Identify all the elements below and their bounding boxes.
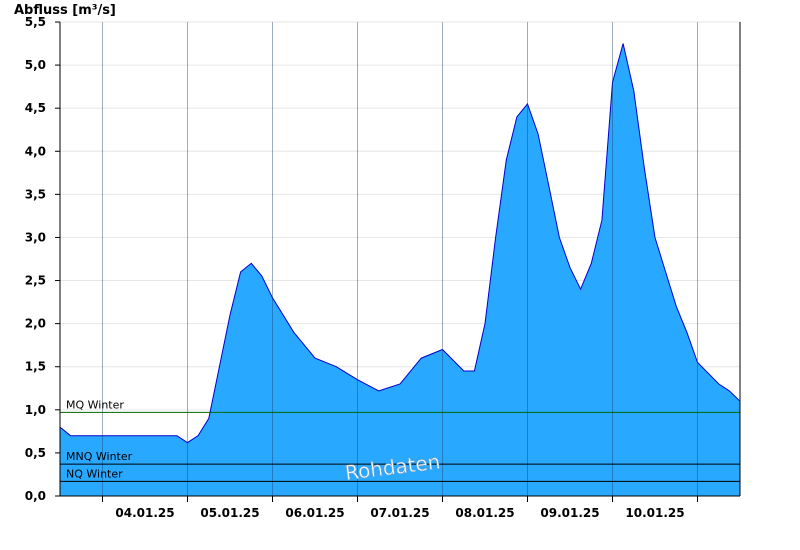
x-tick-label: 04.01.25	[115, 506, 174, 520]
y-tick-label: 5,0	[25, 58, 46, 72]
x-tick-label: 09.01.25	[540, 506, 599, 520]
x-tick-label: 06.01.25	[285, 506, 344, 520]
y-tick-label: 0,0	[25, 489, 46, 503]
reference-line-label: MQ Winter	[66, 398, 124, 411]
y-tick-label: 4,0	[25, 144, 46, 158]
x-tick-label: 05.01.25	[200, 506, 259, 520]
y-tick-label: 4,5	[25, 101, 46, 115]
x-ticks: 04.01.25 05.01.25 06.01.25 07.01.25 08.01.25…	[102, 496, 698, 520]
y-tick-label: 3,5	[25, 187, 46, 201]
y-tick-label: 2,0	[25, 317, 46, 331]
discharge-line	[59, 43, 741, 444]
discharge-area-layer	[59, 43, 741, 496]
y-tick-label: 1,0	[25, 403, 46, 417]
axes	[59, 22, 741, 497]
vertical-gridlines	[102, 22, 698, 496]
reference-line-label: NQ Winter	[66, 467, 123, 480]
y-tick-label: 5,5	[25, 15, 46, 29]
x-tick-label: 07.01.25	[370, 506, 429, 520]
y-tick-label: 2,5	[25, 274, 46, 288]
y-ticks: 0,0 0,5 1,0 1,5 2,0 2,5 3,0 3,5 4,0 4,5 5,0 5,5	[25, 15, 60, 503]
reference-lines: MQ Winter MNQ Winter NQ Winter	[60, 398, 740, 482]
x-tick-label: 10.01.25	[625, 506, 684, 520]
y-tick-label: 1,5	[25, 360, 46, 374]
y-tick-label: 0,5	[25, 446, 46, 460]
discharge-area	[60, 43, 740, 496]
x-tick-label: 08.01.25	[455, 506, 514, 520]
y-tick-label: 3,0	[25, 230, 46, 244]
reference-line-label: MNQ Winter	[66, 450, 133, 463]
y-axis-label: Abfluss [m³/s]	[14, 3, 116, 18]
